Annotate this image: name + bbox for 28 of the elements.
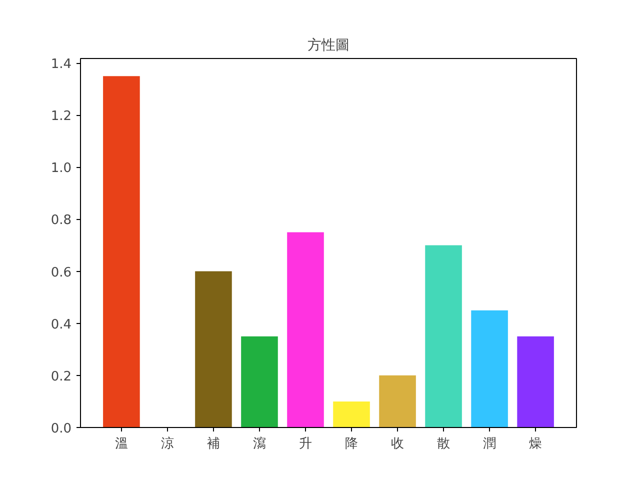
x-tick-label: 涼	[160, 436, 174, 452]
x-tick-label: 收	[391, 436, 404, 452]
bar	[425, 245, 462, 428]
bar	[333, 401, 370, 428]
y-tick-label: 0.0	[50, 422, 72, 436]
x-tick-label: 瀉	[252, 436, 266, 452]
bar	[517, 336, 554, 428]
bar	[471, 310, 508, 428]
x-tick-label: 散	[437, 436, 450, 452]
x-tick-label: 燥	[529, 436, 542, 452]
bar	[241, 336, 278, 428]
y-tick-label: 1.0	[50, 161, 72, 176]
x-tick-label: 溫	[114, 436, 128, 452]
x-tick-label: 降	[345, 436, 358, 452]
y-tick-label: 1.2	[50, 109, 72, 124]
bar	[287, 232, 324, 428]
x-tick-label: 潤	[483, 436, 496, 452]
y-tick-label: 0.4	[50, 317, 72, 332]
chart-title: 方性圖	[308, 38, 350, 54]
x-tick-label: 升	[298, 436, 312, 452]
y-tick-label: 0.2	[50, 369, 72, 384]
bar	[103, 76, 140, 428]
bar	[195, 271, 232, 428]
y-tick-label: 0.6	[50, 265, 72, 280]
y-tick-label: 1.4	[50, 57, 72, 72]
bar	[379, 375, 416, 428]
y-tick-label: 0.8	[50, 213, 72, 228]
x-tick-label: 補	[206, 436, 220, 452]
